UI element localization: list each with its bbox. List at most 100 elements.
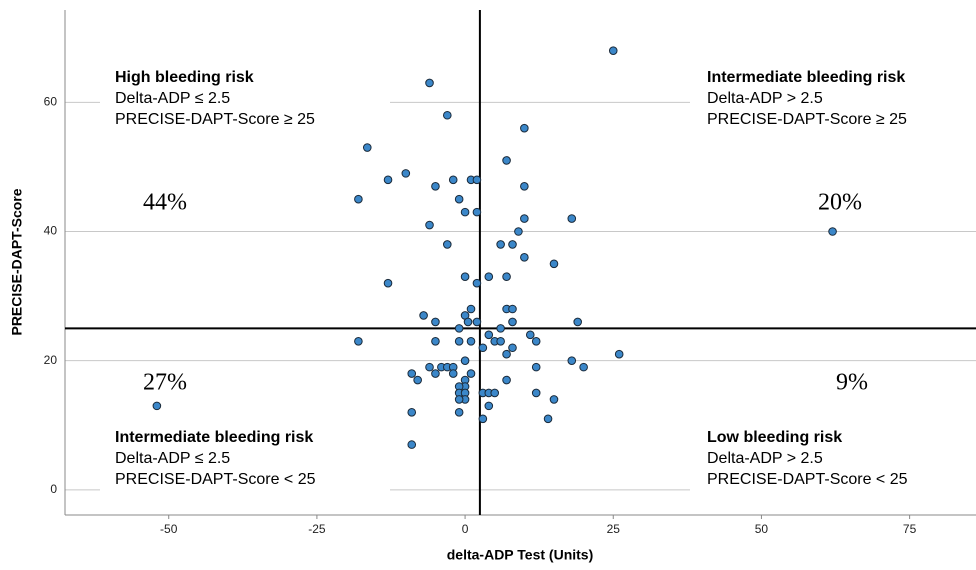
point (496, 324, 505, 333)
annotation-text: Delta-ADP ≤ 2.5 (115, 90, 230, 107)
point (531, 388, 541, 398)
point (614, 349, 624, 359)
point (472, 175, 482, 185)
point (520, 181, 529, 191)
point (508, 304, 517, 314)
y-tick-label: 40 (44, 224, 58, 238)
annotation-text: High bleeding risk (115, 69, 254, 86)
point (463, 317, 473, 327)
annotation-bg (100, 426, 390, 492)
annotation-text: PRECISE-DAPT-Score ≥ 25 (707, 111, 907, 128)
point (520, 214, 529, 223)
point (454, 336, 464, 346)
point (502, 156, 511, 165)
annotation-percent: 44% (143, 190, 187, 216)
point (454, 408, 464, 417)
annotation-bg (100, 66, 390, 132)
point (425, 78, 434, 88)
point (448, 369, 458, 378)
point (508, 343, 517, 353)
point (401, 169, 411, 178)
point (508, 317, 517, 327)
point (431, 336, 440, 346)
point (496, 336, 505, 346)
x-tick-label: -25 (308, 522, 326, 536)
point (442, 240, 452, 249)
point (472, 278, 482, 288)
point (549, 259, 559, 269)
x-tick-label: 0 (462, 522, 469, 536)
point (354, 336, 363, 346)
y-tick-label: 60 (44, 95, 58, 109)
point (502, 272, 511, 282)
point (431, 369, 440, 378)
point (478, 343, 488, 353)
point (567, 214, 577, 223)
point (448, 175, 458, 185)
point (407, 369, 417, 378)
annotation-bg (690, 66, 976, 132)
point (454, 324, 464, 333)
point (514, 227, 523, 236)
point (525, 330, 535, 340)
point (490, 388, 500, 398)
y-tick-label: 0 (50, 482, 57, 496)
point (383, 175, 393, 185)
point (454, 395, 464, 404)
point (442, 110, 452, 120)
point (407, 408, 417, 417)
point (152, 401, 162, 411)
point (520, 253, 529, 262)
point (425, 220, 434, 230)
point (407, 440, 417, 449)
point (567, 356, 577, 365)
x-tick-label: 75 (903, 522, 917, 536)
point (460, 356, 470, 365)
point (484, 272, 494, 282)
point (472, 317, 482, 327)
point (484, 401, 494, 411)
annotation-text: Intermediate bleeding risk (707, 69, 905, 86)
point (460, 272, 470, 282)
point (484, 330, 494, 340)
point (828, 227, 837, 236)
point (573, 317, 582, 327)
point (413, 375, 422, 385)
point (520, 123, 529, 133)
point (362, 143, 372, 152)
point (354, 194, 363, 204)
point (425, 362, 434, 372)
x-tick-label: 25 (607, 522, 621, 536)
point (543, 414, 553, 424)
annotation-text: Delta-ADP ≤ 2.5 (115, 450, 230, 467)
point (502, 349, 511, 359)
y-tick-label: 20 (44, 353, 58, 367)
point (478, 414, 488, 424)
point (431, 181, 440, 191)
x-tick-label: -50 (160, 522, 178, 536)
point (460, 207, 470, 217)
point (549, 395, 559, 404)
point (419, 311, 428, 320)
annotation-text: Delta-ADP > 2.5 (707, 450, 823, 467)
point (472, 207, 482, 217)
point (531, 336, 541, 346)
x-tick-label: 50 (755, 522, 769, 536)
annotation-percent: 27% (143, 370, 187, 396)
annotation-bg (690, 426, 976, 492)
x-axis-label: delta-ADP Test (Units) (447, 547, 594, 563)
point (466, 336, 476, 346)
annotation-text: PRECISE-DAPT-Score < 25 (707, 471, 908, 488)
point (431, 317, 440, 327)
point (502, 375, 511, 385)
point (496, 240, 505, 249)
point (531, 362, 541, 372)
annotation-percent: 9% (836, 370, 868, 396)
y-axis-label: PRECISE-DAPT-Score (9, 188, 25, 335)
annotation-text: Delta-ADP > 2.5 (707, 90, 823, 107)
point (454, 194, 464, 204)
annotation-text: Intermediate bleeding risk (115, 429, 313, 446)
annotation-text: PRECISE-DAPT-Score ≥ 25 (115, 111, 315, 128)
